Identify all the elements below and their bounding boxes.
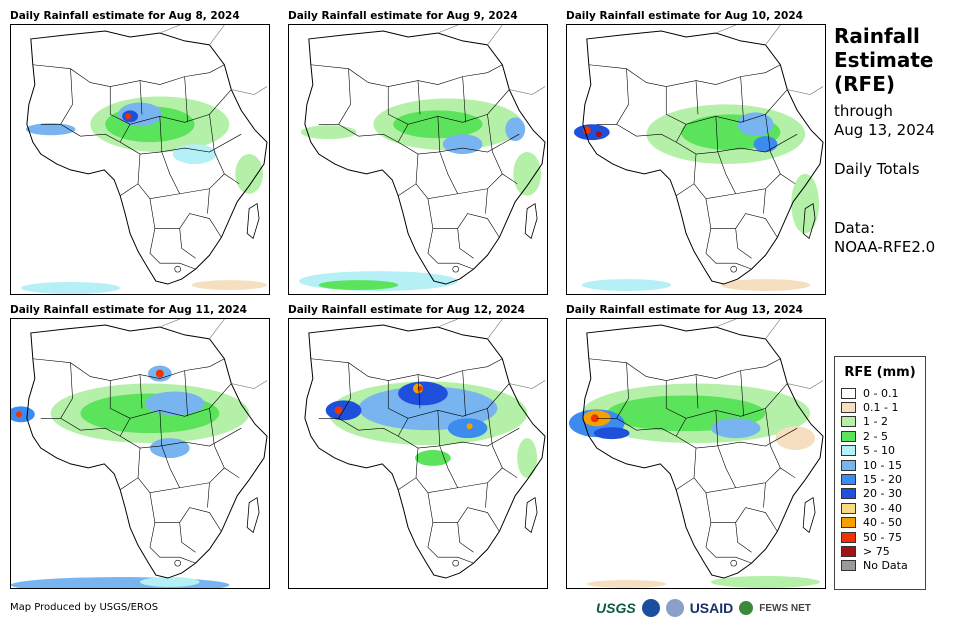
- panel-title: Daily Rainfall estimate for Aug 12, 2024: [288, 304, 525, 316]
- legend-label: 10 - 15: [863, 458, 902, 472]
- rainfall-map: [288, 24, 548, 295]
- map-panel: Daily Rainfall estimate for Aug 9, 2024: [288, 10, 548, 300]
- legend-item: No Data: [835, 559, 925, 573]
- rain-band: [298, 98, 542, 291]
- panel-title: Daily Rainfall estimate for Aug 9, 2024: [288, 10, 518, 22]
- legend-item: 30 - 40: [835, 501, 925, 515]
- noaa-seal-icon: [641, 599, 660, 617]
- legend-item: 10 - 15: [835, 458, 925, 472]
- state-seal-icon: [665, 599, 684, 617]
- legend-item: 50 - 75: [835, 530, 925, 544]
- legend-item: 5 - 10: [835, 444, 925, 458]
- globe-icon: [739, 601, 754, 615]
- through-label: through: [834, 102, 893, 120]
- usaid-logo: USAID: [689, 600, 734, 616]
- legend-swatch: [841, 545, 856, 557]
- legend-title: RFE (mm): [844, 365, 916, 380]
- legend-swatch: [841, 416, 856, 428]
- legend-swatch: [841, 474, 856, 486]
- legend-label: 0.1 - 1: [863, 401, 899, 415]
- legend-label: 50 - 75: [863, 530, 902, 544]
- legend-swatch: [841, 531, 856, 543]
- legend-swatch: [841, 445, 856, 457]
- totals-label: Daily Totals: [834, 160, 920, 178]
- legend-label: 2 - 5: [863, 429, 888, 443]
- legend-swatch: [841, 459, 856, 471]
- legend-label: 30 - 40: [863, 501, 902, 515]
- map-title-line-3: (RFE): [834, 72, 896, 96]
- legend-swatch: [841, 560, 856, 572]
- legend-label: 40 - 50: [863, 516, 902, 530]
- legend-item: 40 - 50: [835, 516, 925, 530]
- rainfall-map: [288, 318, 548, 589]
- legend-swatch: [841, 430, 856, 442]
- rain-band: [568, 383, 821, 588]
- credit-text: Map Produced by USGS/EROS: [10, 602, 159, 613]
- legend-label: No Data: [863, 559, 908, 573]
- legend-item: 0 - 0.1: [835, 386, 925, 400]
- legend-label: 5 - 10: [863, 444, 895, 458]
- legend-swatch: [841, 488, 856, 500]
- rain-band: [573, 104, 820, 291]
- legend-label: 1 - 2: [863, 415, 888, 429]
- map-info: Rainfall Estimate (RFE) through Aug 13, …: [834, 24, 964, 257]
- usgs-logo: USGS: [596, 600, 636, 616]
- through-date: Aug 13, 2024: [834, 121, 935, 139]
- data-label: Data:: [834, 219, 875, 237]
- legend-label: 0 - 0.1: [863, 386, 899, 400]
- legend-swatch: [841, 517, 856, 529]
- map-title-line-1: Rainfall: [834, 24, 920, 48]
- map-panel: Daily Rainfall estimate for Aug 10, 2024: [566, 10, 826, 300]
- legend-swatch: [841, 502, 856, 514]
- rainfall-map: [10, 318, 270, 589]
- legend-swatch: [841, 402, 856, 414]
- legend-item: 0.1 - 1: [835, 400, 925, 414]
- rain-band: [11, 365, 250, 588]
- legend-item: > 75: [835, 544, 925, 558]
- map-panel: Daily Rainfall estimate for Aug 12, 2024: [288, 304, 548, 594]
- panel-title: Daily Rainfall estimate for Aug 8, 2024: [10, 10, 240, 22]
- legend-item: 20 - 30: [835, 487, 925, 501]
- panel-title: Daily Rainfall estimate for Aug 10, 2024: [566, 10, 803, 22]
- rainfall-map: [10, 24, 270, 295]
- rainfall-map: [566, 318, 826, 589]
- map-title-line-2: Estimate: [834, 48, 934, 72]
- legend-label: 20 - 30: [863, 487, 902, 501]
- map-panel: Daily Rainfall estimate for Aug 13, 2024: [566, 304, 826, 594]
- legend-item: 15 - 20: [835, 472, 925, 486]
- fews-net-logo: FEWS NET: [759, 602, 811, 614]
- legend-item: 2 - 5: [835, 429, 925, 443]
- legend-item: 1 - 2: [835, 415, 925, 429]
- map-panel: Daily Rainfall estimate for Aug 8, 2024: [10, 10, 270, 300]
- panel-title: Daily Rainfall estimate for Aug 13, 2024: [566, 304, 803, 316]
- data-source: NOAA-RFE2.0: [834, 238, 936, 256]
- rain-band: [325, 381, 538, 478]
- rainfall-map: [566, 24, 826, 295]
- map-panel: Daily Rainfall estimate for Aug 11, 2024: [10, 304, 270, 594]
- panel-title: Daily Rainfall estimate for Aug 11, 2024: [10, 304, 247, 316]
- legend-label: > 75: [863, 544, 890, 558]
- legend-swatch: [841, 387, 856, 399]
- rain-band: [20, 96, 268, 294]
- legend-label: 15 - 20: [863, 473, 902, 487]
- logo-strip: USGS USAID FEWS NET: [596, 597, 811, 619]
